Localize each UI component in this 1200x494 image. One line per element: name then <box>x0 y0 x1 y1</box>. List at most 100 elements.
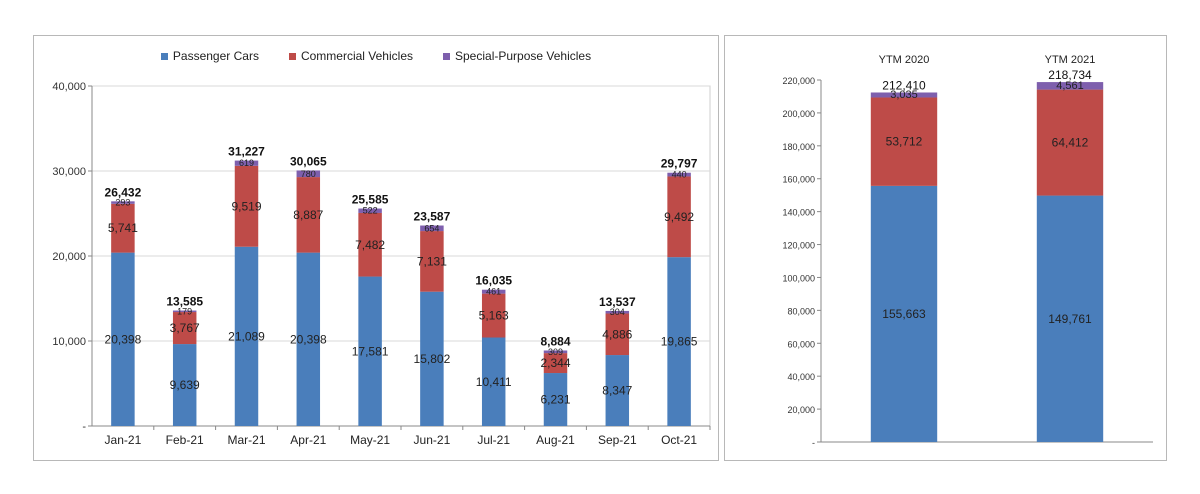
total-label: 13,585 <box>166 295 203 309</box>
y-tick-label: - <box>812 438 815 448</box>
data-label-passenger-cars: 10,411 <box>476 375 512 389</box>
data-label-commercial-vehicles: 4,886 <box>602 327 632 341</box>
data-label-special-purpose-vehicles: 461 <box>486 287 501 297</box>
x-category-label: Sep-21 <box>598 433 637 447</box>
data-label-passenger-cars: 21,089 <box>228 329 265 343</box>
bar-segment-commercial-vehicles <box>358 212 382 277</box>
x-category-label: Mar-21 <box>227 433 265 447</box>
total-label: 23,587 <box>414 210 451 224</box>
data-label-passenger-cars: 15,802 <box>414 352 451 366</box>
monthly-chart-panel: Passenger Cars Commercial Vehicles Speci… <box>33 35 719 461</box>
data-label-commercial-vehicles: 8,887 <box>293 208 323 222</box>
legend-swatch-passenger-cars <box>160 52 168 60</box>
bar-segment-passenger-cars <box>870 185 938 443</box>
data-label-passenger-cars: 6,231 <box>540 393 570 407</box>
data-label-commercial-vehicles: 7,482 <box>355 238 385 252</box>
bar-segment-special-purpose-vehicles <box>667 172 691 177</box>
data-label-special-purpose-vehicles: 304 <box>610 307 625 317</box>
data-label-commercial-vehicles: 64,412 <box>1052 136 1089 150</box>
data-label-commercial-vehicles: 2,344 <box>540 356 570 370</box>
x-category-label: Oct-21 <box>661 433 697 447</box>
bar-segment-commercial-vehicles <box>1036 89 1104 196</box>
ytm-stacked-bar-chart: - 20,000 40,000 60,000 80,000 100,000 120,000 1… <box>782 54 1153 448</box>
data-label-special-purpose-vehicles: 309 <box>548 347 563 357</box>
data-label-commercial-vehicles: 5,741 <box>108 221 138 235</box>
data-label-special-purpose-vehicles: 293 <box>115 198 130 208</box>
bar-segment-special-purpose-vehicles <box>296 170 321 178</box>
data-label-commercial-vehicles: 5,163 <box>479 309 509 323</box>
bar-segment-passenger-cars <box>172 344 197 426</box>
data-label-special-purpose-vehicles: 179 <box>177 306 192 316</box>
bar-segment-special-purpose-vehicles <box>234 160 259 166</box>
data-label-commercial-vehicles: 53,712 <box>886 135 923 149</box>
data-label-commercial-vehicles: 7,131 <box>417 254 447 268</box>
legend-label-special-purpose-vehicles: Special-Purpose Vehicles <box>455 49 592 63</box>
bar-segment-special-purpose-vehicles <box>543 350 568 354</box>
total-label: 30,065 <box>290 154 327 168</box>
y-tick-label: 10,000 <box>52 336 86 348</box>
total-label: 25,585 <box>352 193 389 207</box>
data-label-commercial-vehicles: 3,767 <box>170 321 200 335</box>
x-category-label: Feb-21 <box>166 433 204 447</box>
y-tick-label: 140,000 <box>782 208 815 218</box>
data-label-passenger-cars: 19,865 <box>661 335 698 349</box>
bar-segment-commercial-vehicles <box>543 353 568 374</box>
bar-segment-special-purpose-vehicles <box>172 310 197 313</box>
data-label-commercial-vehicles: 9,519 <box>231 199 261 213</box>
bar-segment-special-purpose-vehicles <box>358 208 382 213</box>
data-label-special-purpose-vehicles: 440 <box>672 170 687 180</box>
data-label-passenger-cars: 17,581 <box>352 344 389 358</box>
data-label-passenger-cars: 20,398 <box>290 332 327 346</box>
bar-segment-passenger-cars <box>420 291 444 426</box>
y-tick-label: - <box>82 421 86 433</box>
x-category-label: Jun-21 <box>414 433 451 447</box>
y-tick-label: 20,000 <box>52 251 86 263</box>
bar-segment-passenger-cars <box>543 373 568 426</box>
bar-segment-commercial-vehicles <box>481 293 506 338</box>
y-tick-label: 40,000 <box>787 372 815 382</box>
y-tick-label: 200,000 <box>782 109 815 119</box>
data-label-special-purpose-vehicles: 780 <box>301 169 316 179</box>
data-label-special-purpose-vehicles: 522 <box>363 206 378 216</box>
bar-segment-special-purpose-vehicles <box>111 201 135 204</box>
data-label-passenger-cars: 155,663 <box>882 307 926 321</box>
bar-segment-passenger-cars <box>296 252 321 426</box>
total-label: 26,432 <box>105 185 142 199</box>
total-label: 29,797 <box>661 157 698 171</box>
legend-item-special-purpose-vehicles: Special-Purpose Vehicles <box>443 49 591 63</box>
bar-segment-commercial-vehicles <box>420 231 444 292</box>
bar-segment-commercial-vehicles <box>605 313 630 356</box>
bar-segment-passenger-cars <box>358 276 382 426</box>
bar-segment-passenger-cars <box>234 246 259 426</box>
y-tick-label: 160,000 <box>782 175 815 185</box>
total-label: 16,035 <box>475 274 512 288</box>
y-tick-label: 220,000 <box>782 76 815 86</box>
x-category-label: May-21 <box>350 433 390 447</box>
total-label: 212,410 <box>882 78 926 92</box>
bar-segment-special-purpose-vehicles <box>420 225 444 232</box>
bar-segment-commercial-vehicles <box>870 97 938 186</box>
legend-item-commercial-vehicles: Commercial Vehicles <box>288 49 413 63</box>
legend-swatch-commercial-vehicles <box>288 52 296 60</box>
bar-segment-passenger-cars <box>667 257 691 426</box>
bar-segment-special-purpose-vehicles <box>1036 82 1104 90</box>
data-label-passenger-cars: 20,398 <box>105 332 142 346</box>
data-label-special-purpose-vehicles: 654 <box>424 223 439 233</box>
bar-segment-passenger-cars <box>111 252 135 426</box>
y-tick-label: 40,000 <box>52 81 86 93</box>
data-label-special-purpose-vehicles: 619 <box>239 158 254 168</box>
bar-segment-special-purpose-vehicles <box>870 92 938 98</box>
x-category-label: Apr-21 <box>290 433 326 447</box>
data-label-special-purpose-vehicles: 3,035 <box>890 89 918 101</box>
data-label-passenger-cars: 8,347 <box>602 384 632 398</box>
y-tick-label: 80,000 <box>787 306 815 316</box>
x-category-label: Aug-21 <box>536 433 575 447</box>
legend-label-passenger-cars: Passenger Cars <box>172 49 259 63</box>
bar-segment-special-purpose-vehicles <box>481 289 506 294</box>
y-tick-label: 120,000 <box>782 241 815 251</box>
bar-segment-commercial-vehicles <box>172 312 197 345</box>
bar-segment-commercial-vehicles <box>111 203 135 253</box>
data-label-passenger-cars: 149,761 <box>1048 312 1092 326</box>
bar-segment-passenger-cars <box>481 337 506 426</box>
y-tick-label: 100,000 <box>782 273 815 283</box>
